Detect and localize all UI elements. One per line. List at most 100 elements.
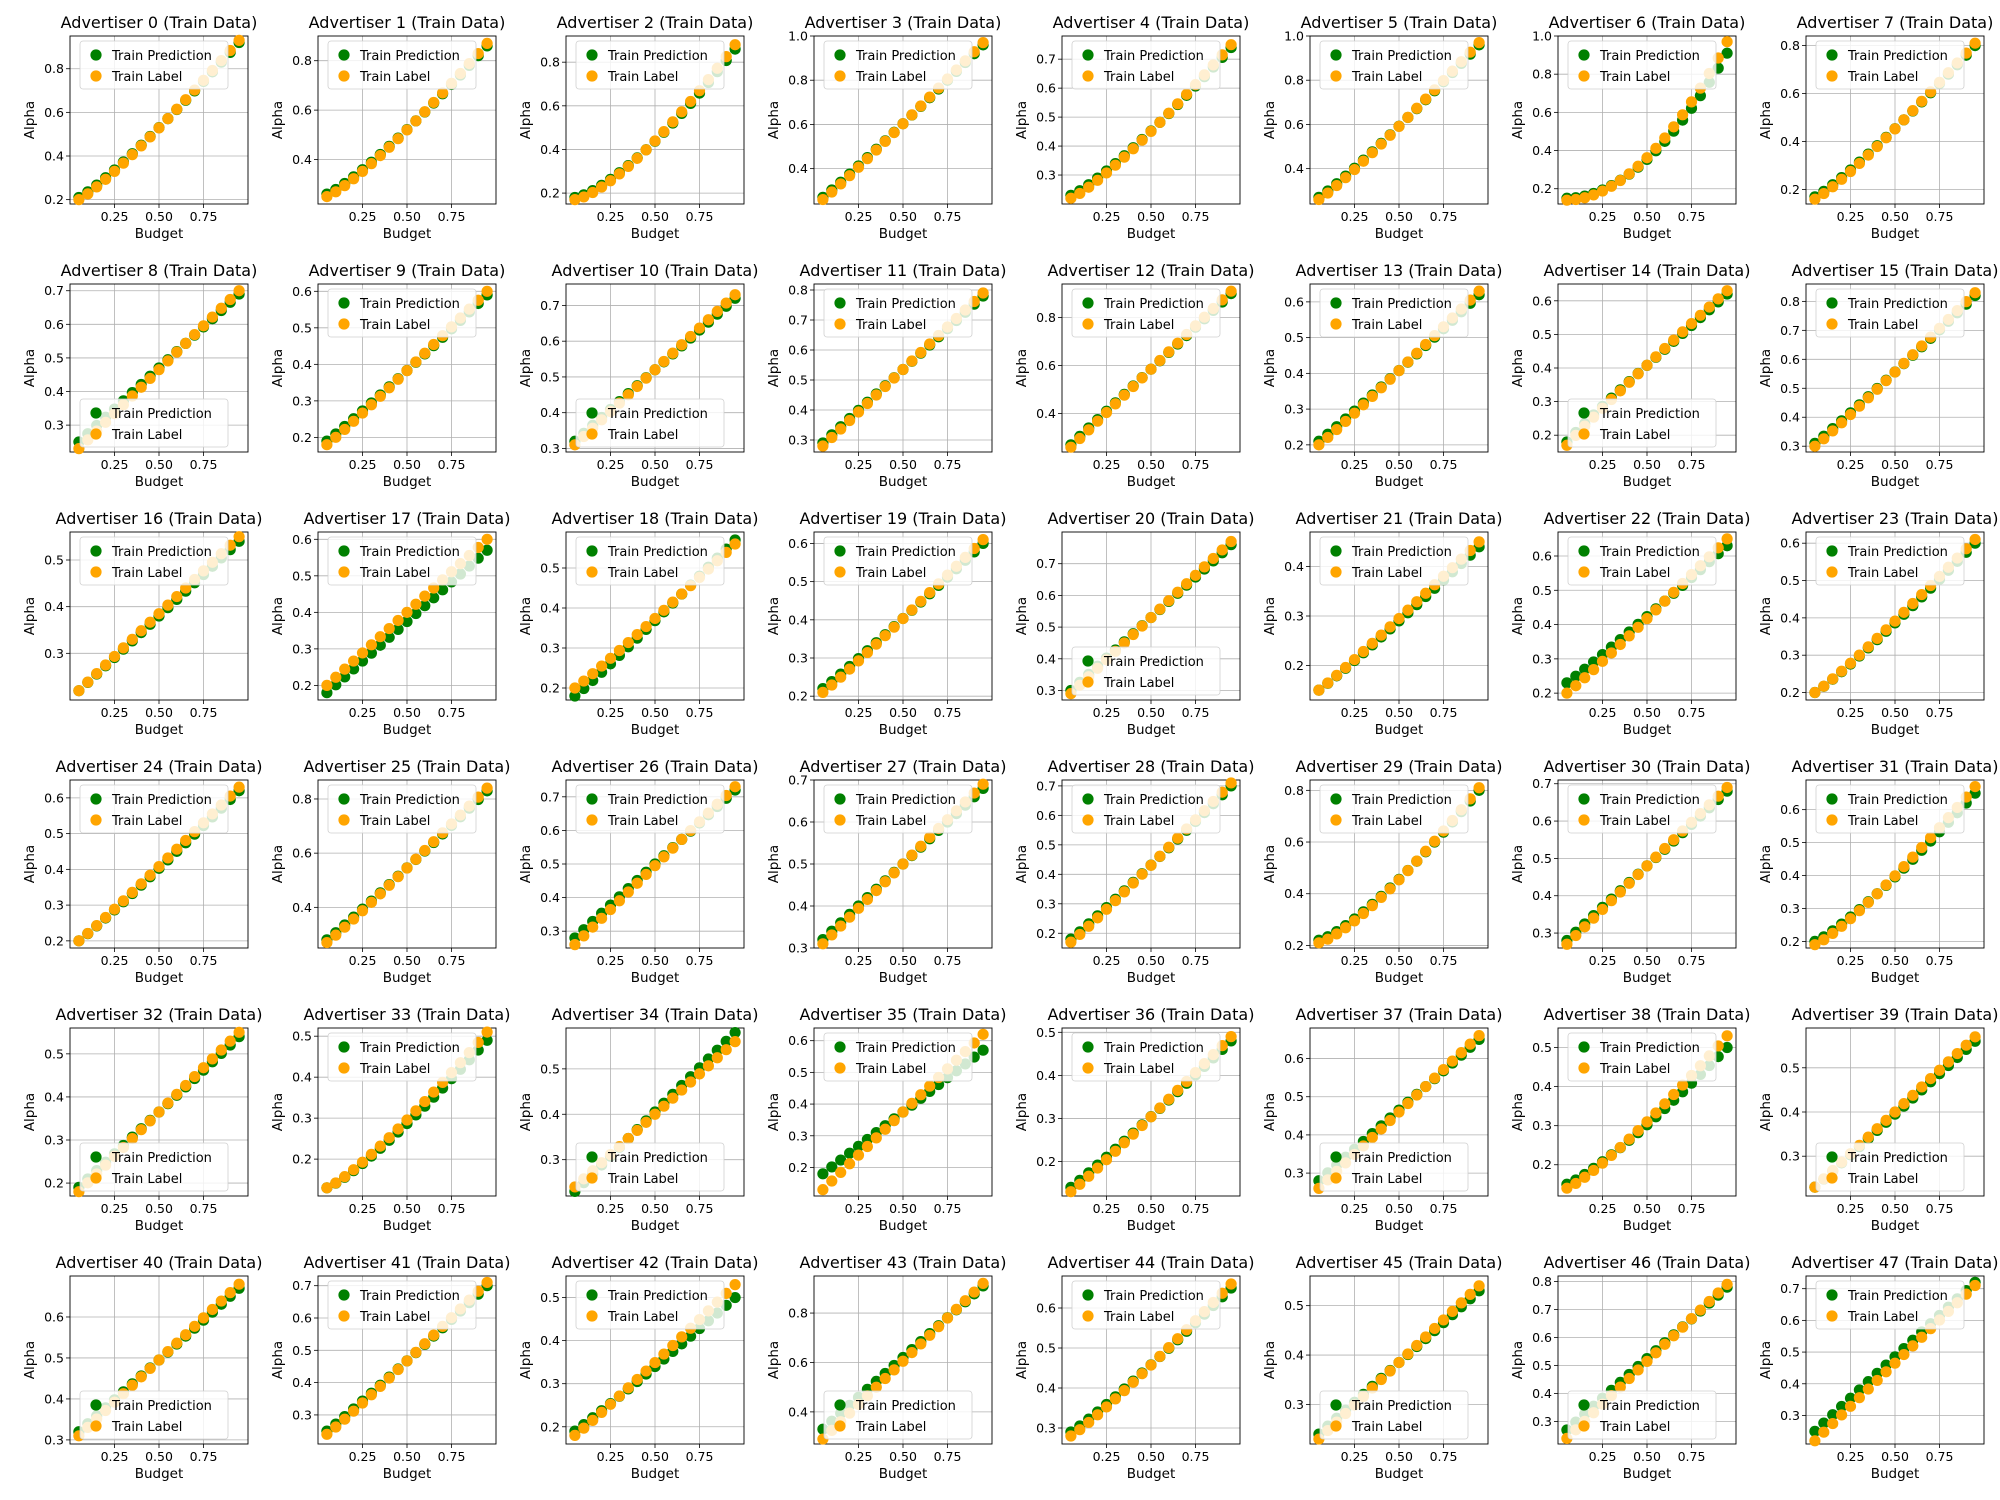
label-point — [330, 431, 342, 443]
label-point — [428, 836, 440, 848]
x-axis-label: Budget — [1871, 1466, 1920, 1482]
y-tick-label: 0.3 — [1532, 926, 1552, 941]
prediction-point — [1588, 656, 1600, 668]
y-tick-label: 0.4 — [1780, 134, 1800, 149]
label-point — [1331, 179, 1343, 192]
subplot-38: Advertiser 38 (Train Data)0.25 0.50 0.750.… — [1510, 1005, 1750, 1234]
x-tick-label: 0.75 — [190, 953, 218, 968]
subplot-4: Advertiser 4 (Train Data)0.25 0.50 0.750.3… — [1014, 13, 1249, 242]
label-point — [897, 118, 909, 130]
label-point — [1836, 665, 1848, 677]
label-point — [481, 533, 493, 545]
legend-marker-label — [1578, 428, 1590, 440]
subplot-31: Advertiser 31 (Train Data)0.25 0.50 0.750.… — [1758, 757, 1998, 986]
subplot-21: Advertiser 21 (Train Data)0.25 0.50 0.750.… — [1262, 509, 1502, 738]
y-axis-label: Alpha — [1758, 101, 1774, 139]
label-point — [631, 1124, 643, 1137]
y-tick-label: 0.3 — [540, 641, 560, 656]
label-point — [1473, 37, 1485, 49]
legend-box — [327, 288, 477, 338]
prediction-point — [844, 1147, 856, 1159]
axes-frame — [69, 35, 249, 205]
prediction-point — [1836, 1400, 1848, 1413]
label-point — [1402, 1097, 1414, 1110]
label-point — [667, 1092, 679, 1104]
label-point — [1429, 1322, 1441, 1335]
label-point — [1596, 185, 1609, 197]
label-point — [578, 1422, 590, 1434]
legend-marker-prediction — [586, 49, 598, 61]
subplot-title: Advertiser 7 (Train Data) — [1797, 13, 1994, 32]
label-point — [224, 1035, 236, 1047]
label-point — [1136, 868, 1148, 880]
label-point — [1677, 1079, 1689, 1091]
legend-box — [327, 536, 477, 586]
y-tick-label: 0.3 — [1780, 901, 1800, 916]
prediction-point — [685, 1330, 697, 1342]
subplot-17: Advertiser 17 (Train Data)0.25 0.50 0.750.… — [270, 509, 510, 738]
y-tick-label: 0.4 — [44, 1089, 64, 1104]
label-point — [1579, 672, 1591, 684]
legend-box — [823, 40, 973, 90]
legend-box — [575, 40, 725, 90]
label-point — [1065, 441, 1077, 453]
legend-box — [1071, 40, 1221, 90]
label-point — [82, 927, 94, 940]
label-point — [215, 302, 227, 314]
y-axis-label: Alpha — [518, 597, 534, 635]
label-point — [649, 1108, 661, 1120]
prediction-point — [1827, 1409, 1839, 1421]
label-point — [1685, 96, 1698, 108]
x-tick-label: 0.25 — [597, 953, 625, 968]
label-point — [1100, 1401, 1113, 1413]
label-point — [1907, 851, 1919, 863]
x-axis-label: Budget — [383, 474, 432, 490]
label-point — [1127, 1376, 1139, 1388]
y-tick-label: 0.4 — [540, 601, 560, 616]
legend-box — [575, 784, 725, 834]
label-point — [1880, 879, 1892, 891]
x-axis-label: Budget — [1375, 722, 1424, 738]
label-point — [1092, 415, 1104, 427]
label-point — [1650, 1107, 1662, 1119]
subplot-title: Advertiser 3 (Train Data) — [805, 13, 1002, 32]
label-point — [197, 1062, 210, 1074]
label-point — [1668, 334, 1680, 346]
label-point — [339, 423, 351, 436]
y-tick-label: 0.4 — [540, 1107, 560, 1122]
label-point — [1127, 1128, 1139, 1140]
legend-marker-prediction — [1578, 1041, 1590, 1053]
label-point — [1313, 193, 1325, 206]
y-tick-label: 0.3 — [292, 393, 312, 408]
y-axis-label: Alpha — [766, 1341, 782, 1379]
axes-frame — [1061, 35, 1241, 205]
legend-label-label: Train Label — [111, 1420, 182, 1435]
x-tick-label: 0.25 — [845, 953, 873, 968]
label-point — [339, 1171, 351, 1183]
label-point — [1402, 865, 1414, 877]
legend-label-label: Train Label — [855, 1062, 926, 1077]
label-point — [658, 851, 670, 863]
axes-frame — [565, 283, 745, 453]
x-tick-label: 0.25 — [101, 209, 129, 224]
axes-frame — [565, 1275, 745, 1445]
label-point — [587, 1414, 599, 1426]
subplot-title: Advertiser 31 (Train Data) — [1792, 757, 1999, 776]
y-axis-label: Alpha — [1262, 101, 1278, 139]
y-axis-label: Alpha — [22, 845, 38, 883]
label-point — [135, 878, 147, 890]
label-point — [622, 1132, 634, 1145]
subplot-29: Advertiser 29 (Train Data)0.25 0.50 0.750.… — [1262, 757, 1502, 986]
label-point — [667, 1339, 679, 1352]
label-point — [321, 439, 333, 451]
axes-frame — [1061, 283, 1241, 453]
label-point — [1145, 1359, 1157, 1371]
label-point — [410, 356, 422, 368]
label-point — [1118, 637, 1130, 649]
label-point — [117, 895, 129, 907]
legend-marker-label — [1082, 1310, 1094, 1322]
